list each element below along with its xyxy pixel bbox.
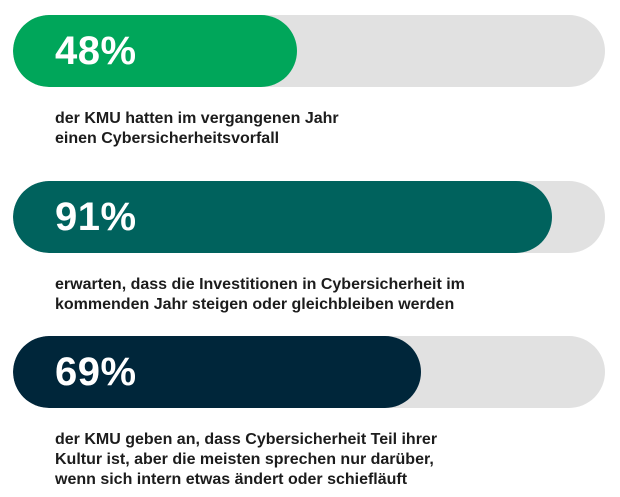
caption-1: der KMU hatten im vergangenen Jahr einen…: [55, 110, 339, 147]
progress-track-1: 48%: [13, 15, 605, 87]
percentage-label-3: 69%: [55, 350, 137, 394]
stat-2: 91% erwarten, dass die Investitionen in …: [13, 181, 605, 315]
stat-3: 69% der KMU geben an, dass Cybersicherhe…: [13, 336, 605, 490]
stat-1: 48% der KMU hatten im vergangenen Jahr e…: [13, 15, 605, 149]
progress-track-2: 91%: [13, 181, 605, 253]
progress-fill-1: [13, 15, 298, 87]
progress-track-3: 69%: [13, 336, 605, 408]
progress-fill-3: [13, 336, 422, 408]
caption-2: erwarten, dass die Investitionen in Cybe…: [55, 276, 465, 313]
percentage-label-1: 48%: [55, 29, 137, 73]
progress-fill-2: [13, 181, 552, 253]
caption-3: der KMU geben an, dass Cybersicherheit T…: [55, 431, 438, 488]
percentage-label-2: 91%: [55, 195, 137, 239]
